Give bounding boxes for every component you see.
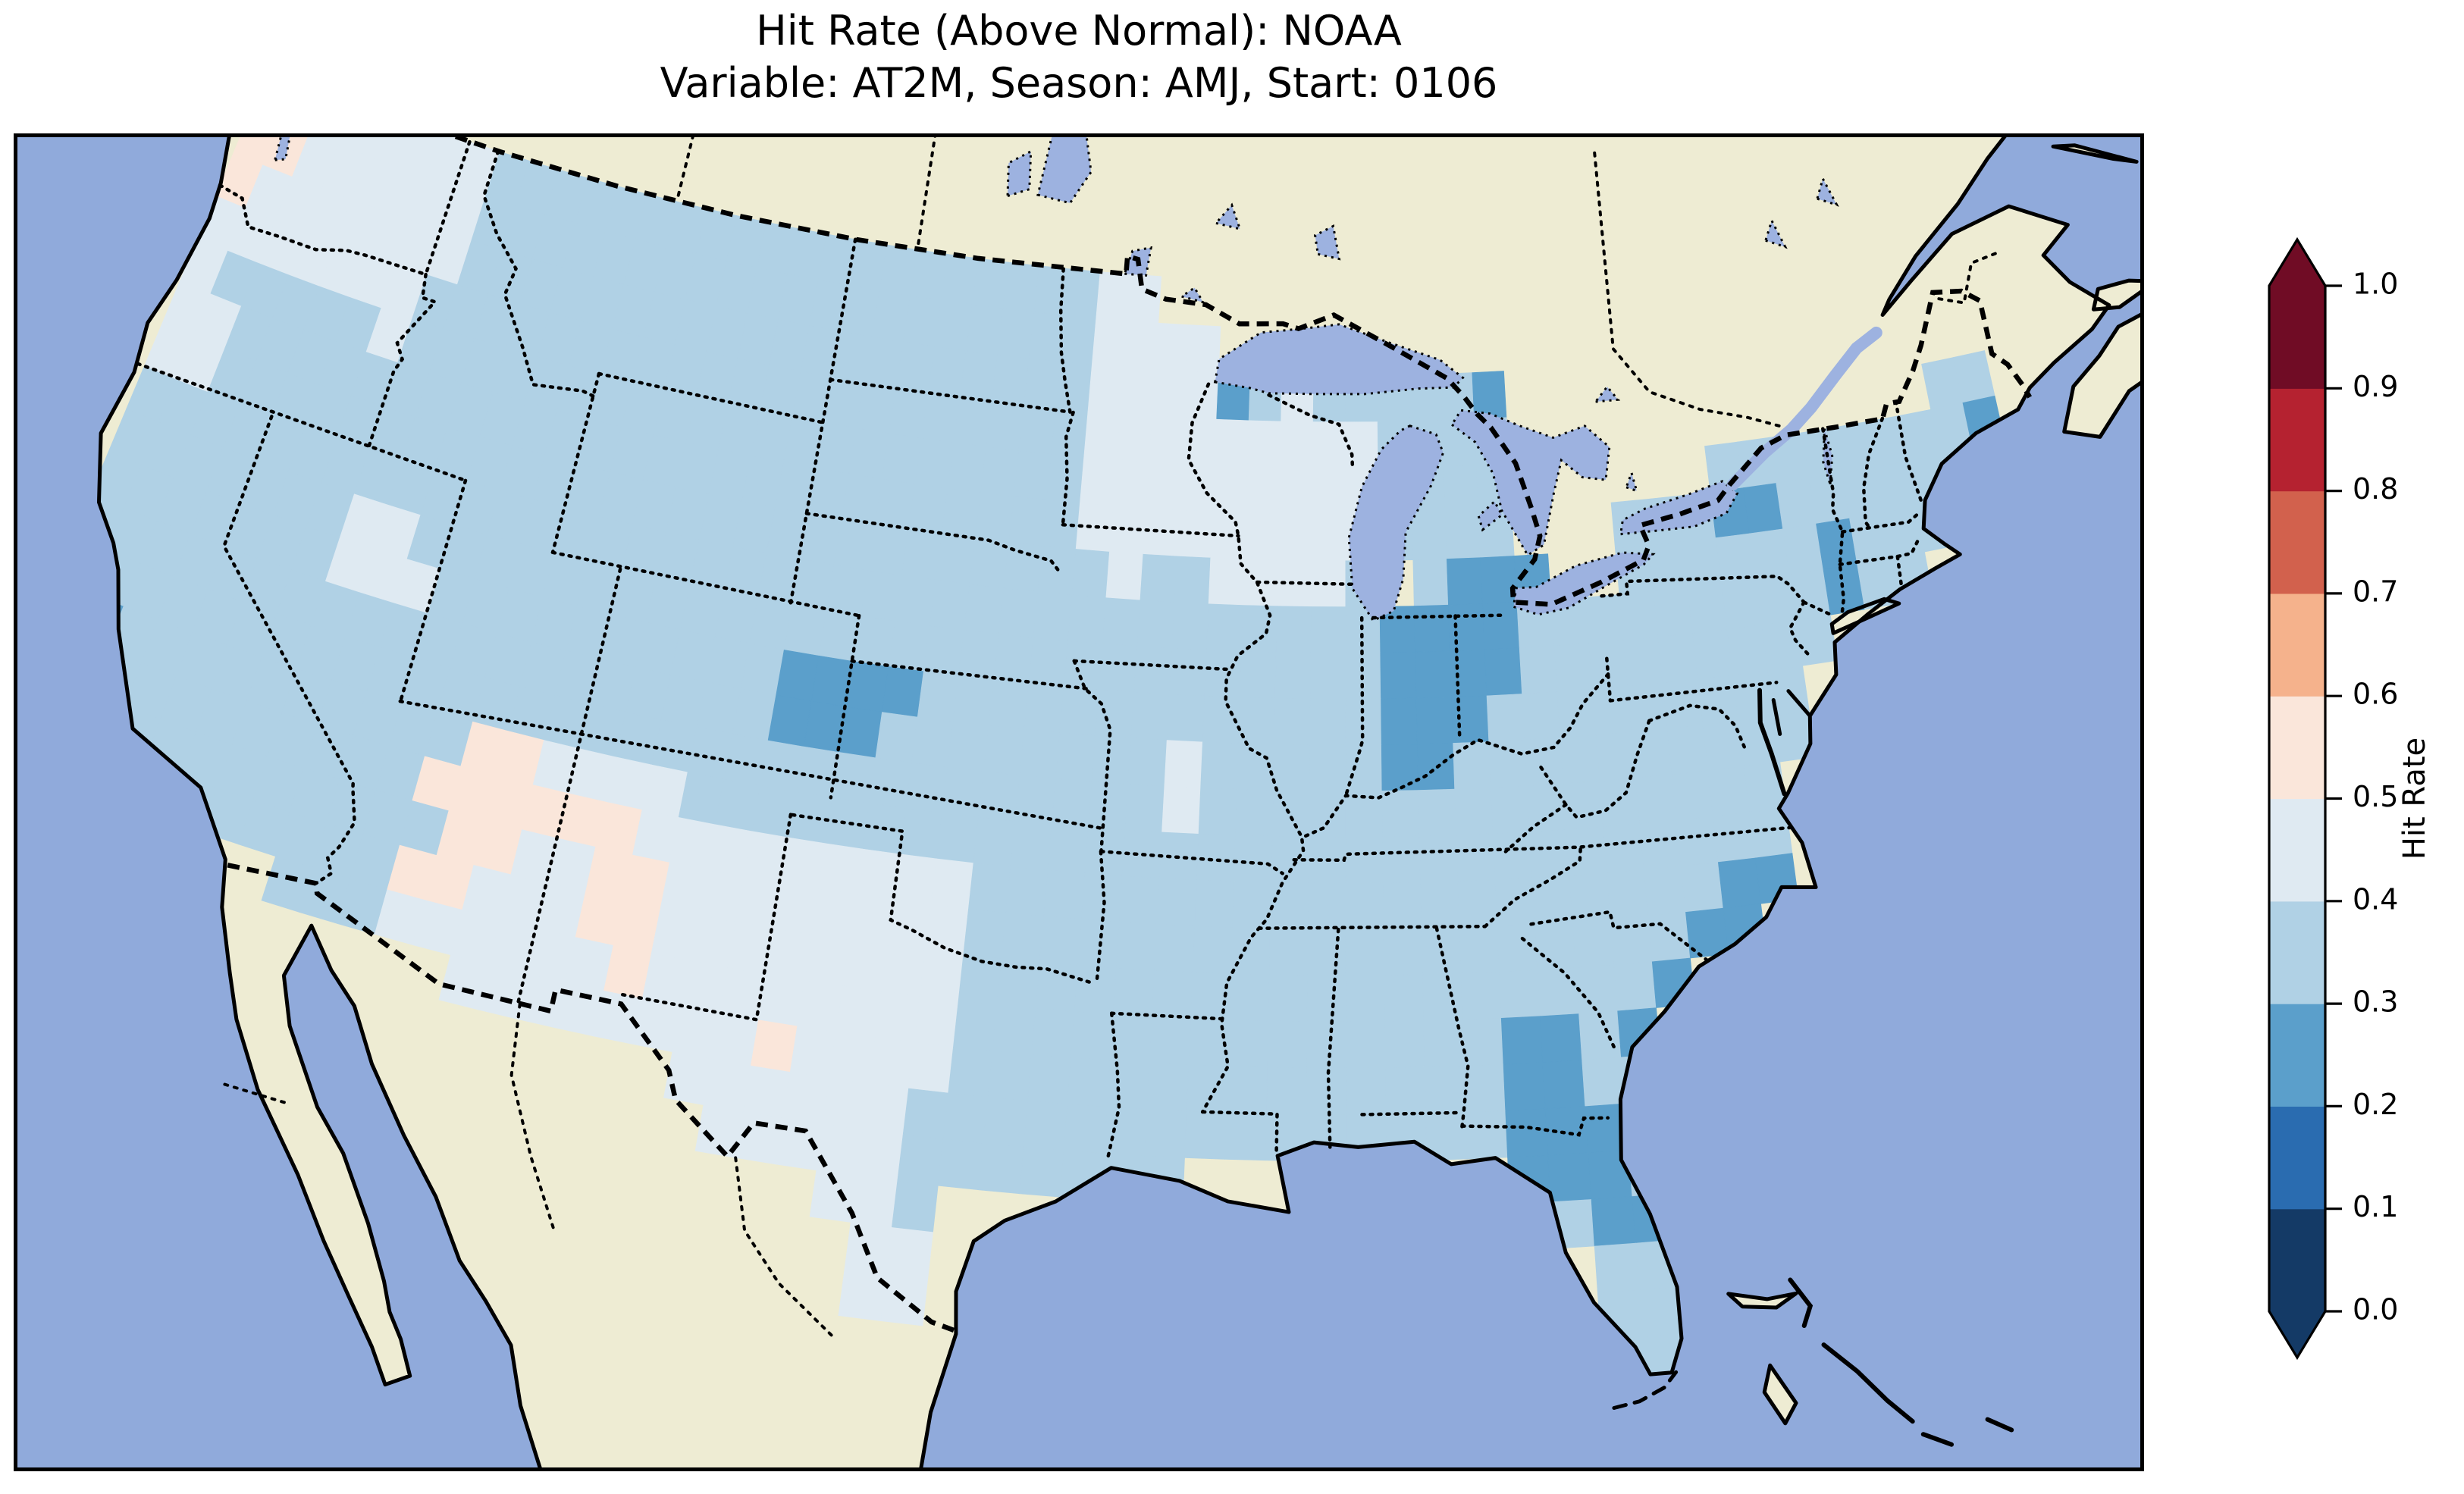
country-borders — [227, 133, 2033, 1335]
chart-title-line1: Hit Rate (Above Normal): NOAA — [756, 7, 1402, 55]
colorbar-label: Hit Rate — [2397, 738, 2432, 860]
colorbar-segment — [2269, 286, 2325, 389]
colorbar-tick-label: 0.6 — [2353, 678, 2398, 711]
colorbar-panel: 0.0 0.1 0.2 0.3 0.4 0.5 0.6 0.7 0.8 0.9 1.0 Hit Rat… — [2244, 220, 2464, 1402]
colorbar-tick-label: 0.8 — [2353, 472, 2398, 506]
colorbar-segment — [2269, 900, 2325, 1004]
colorbar: 0.0 0.1 0.2 0.3 0.4 0.5 0.6 0.7 0.8 0.9 1.0 Hit Rat… — [2268, 236, 2432, 1361]
chart-title-line2: Variable: AT2M, Season: AMJ, Start: 0106 — [660, 59, 1498, 108]
colorbar-tick-label: 0.9 — [2353, 370, 2398, 403]
colorbar-segment — [2269, 1106, 2325, 1210]
colorbar-segment — [2269, 388, 2325, 492]
colorbar-under-arrow — [2269, 1311, 2325, 1358]
colorbar-segment — [2269, 490, 2325, 594]
colorbar-segment — [2269, 798, 2325, 902]
colorbar-segment — [2269, 696, 2325, 800]
colorbar-tick-label: 0.7 — [2353, 575, 2398, 608]
colorbar-tick-label: 0.2 — [2353, 1088, 2398, 1121]
colorbar-tick-label: 0.0 — [2353, 1293, 2398, 1326]
colorbar-segment — [2269, 1208, 2325, 1312]
colorbar-tick-label: 0.1 — [2353, 1190, 2398, 1223]
us-hit-rate-map — [14, 133, 2144, 1471]
colorbar-tick-label: 0.5 — [2353, 780, 2398, 813]
state-borders — [136, 139, 1923, 1160]
colorbar-tick-label: 0.4 — [2353, 882, 2398, 916]
coastline-layer — [97, 133, 2144, 1471]
province-borders — [223, 133, 2002, 1341]
colorbar-tick-label: 1.0 — [2353, 268, 2398, 301]
hit-rate-grid — [99, 133, 2016, 1388]
colorbar-over-arrow — [2269, 240, 2325, 286]
map-panel — [14, 133, 2144, 1471]
map-frame — [14, 133, 2144, 1471]
colorbar-segment — [2269, 1004, 2325, 1107]
chart-title: Hit Rate (Above Normal): NOAA Variable: … — [14, 5, 2144, 109]
colorbar-segment — [2269, 593, 2325, 697]
colorbar-tick-label: 0.3 — [2353, 985, 2398, 1019]
lakes-layer — [273, 133, 1882, 622]
